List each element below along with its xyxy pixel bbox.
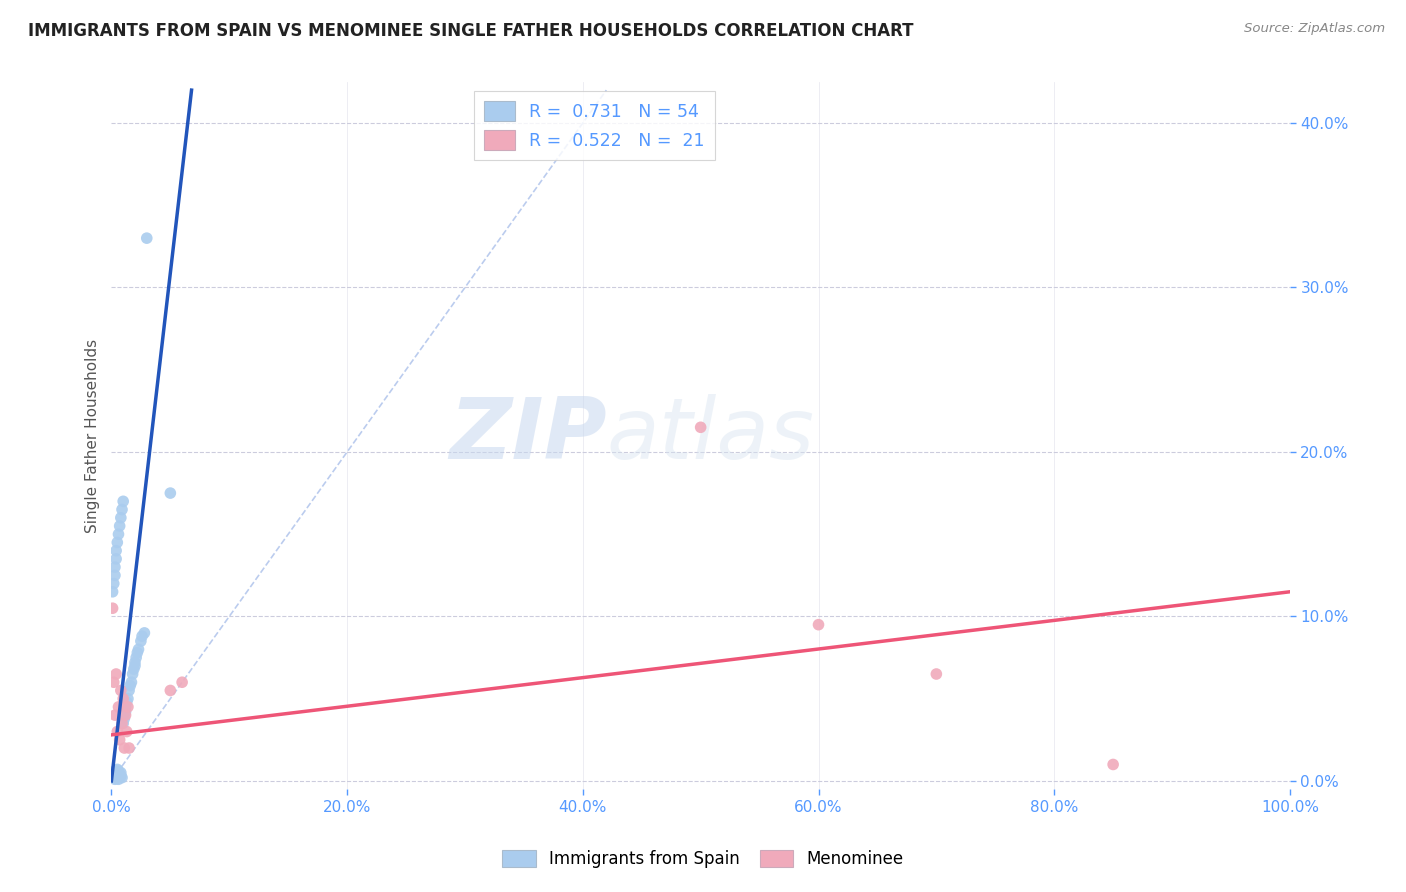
Legend: R =  0.731   N = 54, R =  0.522   N =  21: R = 0.731 N = 54, R = 0.522 N = 21: [474, 91, 716, 161]
Point: [107, 527, 129, 541]
Point: [129, 634, 152, 648]
Point: [110, 683, 132, 698]
Text: atlas: atlas: [606, 394, 814, 477]
Point: [112, 716, 135, 731]
Point: [115, 724, 138, 739]
Point: [135, 231, 157, 245]
Point: [107, 772, 129, 787]
Text: IMMIGRANTS FROM SPAIN VS MENOMINEE SINGLE FATHER HOUSEHOLDS CORRELATION CHART: IMMIGRANTS FROM SPAIN VS MENOMINEE SINGL…: [28, 22, 914, 40]
Point: [925, 667, 948, 681]
Point: [112, 494, 135, 508]
Point: [105, 552, 128, 566]
Point: [105, 765, 128, 780]
Point: [125, 650, 148, 665]
Point: [1102, 757, 1125, 772]
Point: [112, 711, 135, 725]
Point: [114, 705, 136, 719]
Point: [114, 699, 136, 714]
Point: [120, 679, 142, 693]
Point: [110, 510, 132, 524]
Point: [105, 667, 128, 681]
Point: [121, 667, 143, 681]
Point: [124, 658, 146, 673]
Point: [104, 708, 127, 723]
Point: [105, 535, 128, 549]
Point: [128, 642, 150, 657]
Point: [105, 771, 128, 785]
Point: [105, 769, 128, 783]
Point: [117, 691, 139, 706]
Point: [108, 771, 131, 785]
Point: [111, 502, 134, 516]
Point: [104, 568, 127, 582]
Point: [110, 769, 132, 783]
Point: [807, 617, 830, 632]
Point: [105, 767, 128, 781]
Point: [107, 699, 129, 714]
Text: ZIP: ZIP: [449, 394, 606, 477]
Point: [112, 691, 135, 706]
Point: [103, 769, 125, 783]
Y-axis label: Single Father Households: Single Father Households: [86, 338, 100, 533]
Point: [127, 646, 149, 660]
Point: [111, 716, 134, 731]
Point: [124, 656, 146, 670]
Point: [107, 769, 129, 783]
Point: [111, 771, 134, 785]
Point: [104, 560, 127, 574]
Point: [105, 763, 128, 777]
Point: [103, 771, 125, 785]
Point: [104, 767, 127, 781]
Point: [108, 519, 131, 533]
Point: [110, 765, 132, 780]
Point: [117, 699, 139, 714]
Point: [114, 708, 136, 723]
Point: [108, 767, 131, 781]
Point: [112, 708, 135, 723]
Point: [104, 764, 127, 778]
Point: [159, 683, 181, 698]
Point: [131, 629, 153, 643]
Point: [101, 584, 124, 599]
Point: [115, 695, 138, 709]
Legend: Immigrants from Spain, Menominee: Immigrants from Spain, Menominee: [496, 843, 910, 875]
Point: [101, 765, 124, 780]
Point: [103, 576, 125, 591]
Text: Source: ZipAtlas.com: Source: ZipAtlas.com: [1244, 22, 1385, 36]
Point: [107, 764, 129, 778]
Point: [172, 675, 194, 690]
Point: [159, 486, 181, 500]
Point: [103, 675, 125, 690]
Point: [122, 662, 145, 676]
Point: [101, 601, 124, 615]
Point: [105, 724, 128, 739]
Point: [120, 675, 142, 690]
Point: [105, 543, 128, 558]
Point: [112, 741, 135, 756]
Point: [118, 741, 141, 756]
Point: [134, 626, 156, 640]
Point: [105, 771, 128, 785]
Point: [689, 420, 711, 434]
Point: [118, 683, 141, 698]
Point: [108, 732, 131, 747]
Point: [104, 772, 127, 787]
